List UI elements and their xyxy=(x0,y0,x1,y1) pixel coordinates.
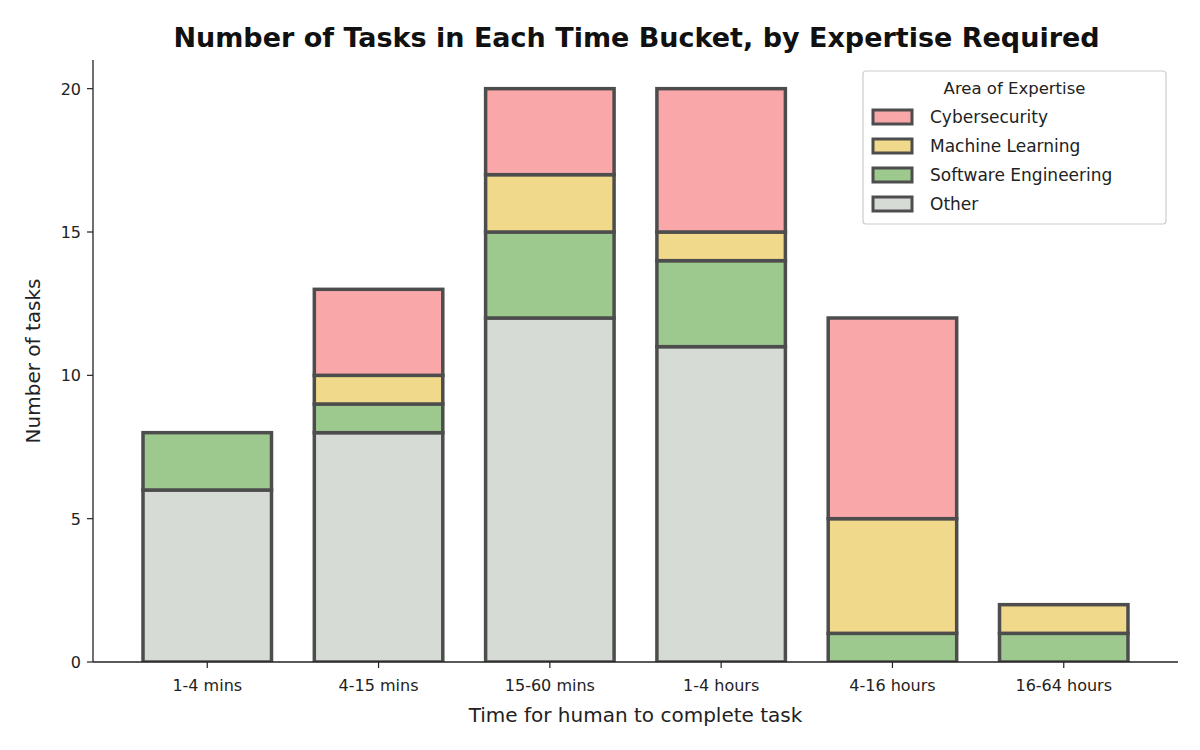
bar-segment xyxy=(143,433,271,490)
y-tick xyxy=(87,375,93,376)
y-tick-label: 0 xyxy=(71,653,81,672)
bar-segment xyxy=(486,175,614,232)
legend-swatch xyxy=(873,197,912,211)
x-tick xyxy=(378,662,379,668)
bar-segment xyxy=(143,431,271,435)
bar-segment xyxy=(657,261,785,347)
legend-box xyxy=(863,71,1166,224)
x-tick xyxy=(549,662,550,668)
x-axis-line xyxy=(93,661,1178,662)
bar-segment xyxy=(828,633,956,662)
x-axis-label: Time for human to complete task xyxy=(468,703,803,727)
legend-label: Other xyxy=(930,194,978,214)
legend-title: Area of Expertise xyxy=(944,79,1086,98)
x-tick-label: 4-15 mins xyxy=(339,676,419,695)
x-tick xyxy=(207,662,208,668)
y-tick-label: 5 xyxy=(71,510,81,529)
bar-segment xyxy=(486,318,614,662)
legend-label: Software Engineering xyxy=(930,165,1112,185)
x-tick xyxy=(892,662,893,668)
y-tick-label: 20 xyxy=(61,80,81,99)
bar-segment xyxy=(657,89,785,232)
bar-segment xyxy=(314,375,442,404)
bar-segment xyxy=(143,431,271,435)
x-tick xyxy=(721,662,722,668)
bar-segment xyxy=(486,89,614,175)
y-tick xyxy=(87,518,93,519)
chart: 0 5 10 15 20 1-4 mins 4-15 mins 15-60 mins 1-4 h… xyxy=(0,0,1200,750)
bar-segment xyxy=(1000,605,1128,634)
x-tick-label: 1-4 mins xyxy=(172,676,242,695)
bar-segment xyxy=(657,347,785,662)
bar-segment xyxy=(143,490,271,662)
bar-segment xyxy=(486,232,614,318)
bar-segment xyxy=(828,318,956,519)
bar-segment xyxy=(657,232,785,261)
legend-label: Cybersecurity xyxy=(930,107,1048,127)
y-tick xyxy=(87,661,93,662)
y-tick-label: 15 xyxy=(61,223,81,242)
y-tick xyxy=(87,88,93,89)
legend-swatch xyxy=(873,168,912,182)
legend-label: Machine Learning xyxy=(930,136,1080,156)
bar-segment xyxy=(828,519,956,634)
y-tick-label: 10 xyxy=(61,366,81,385)
bar-segment xyxy=(1000,633,1128,662)
legend-swatch xyxy=(873,110,912,124)
y-tick xyxy=(87,231,93,232)
bar-segment xyxy=(314,289,442,375)
legend: Area of Expertise Cybersecurity Machine Le… xyxy=(863,71,1166,224)
x-tick xyxy=(1063,662,1064,668)
bar-segment xyxy=(314,433,442,662)
bars xyxy=(143,89,1128,662)
legend-swatch xyxy=(873,139,912,153)
y-axis-line xyxy=(92,60,93,662)
x-tick-label: 16-64 hours xyxy=(1015,676,1112,695)
y-axis-label: Number of tasks xyxy=(21,279,45,444)
x-tick-label: 4-16 hours xyxy=(849,676,935,695)
x-tick-label: 15-60 mins xyxy=(505,676,595,695)
x-tick-label: 1-4 hours xyxy=(683,676,759,695)
bar-segment xyxy=(1000,603,1128,607)
title: Number of Tasks in Each Time Bucket, by … xyxy=(173,22,1099,53)
bar-segment xyxy=(314,404,442,433)
